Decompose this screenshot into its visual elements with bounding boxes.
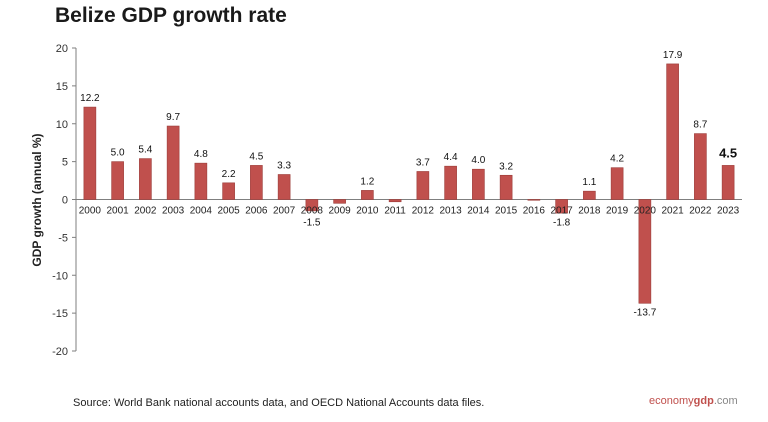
y-tick-label: -5	[58, 232, 68, 244]
x-tick-label: 2001	[107, 206, 130, 217]
bar-2016	[527, 199, 541, 201]
bar-2004	[194, 162, 208, 200]
x-tick-label: 2014	[467, 206, 490, 217]
data-label: 3.2	[499, 161, 513, 172]
bar-2008	[305, 199, 319, 212]
bar-2010	[361, 190, 374, 200]
source-note: Source: World Bank national accounts dat…	[73, 397, 485, 409]
bar-2006	[250, 165, 263, 200]
bar-2013	[444, 165, 457, 200]
data-label: 3.3	[277, 161, 291, 172]
x-tick-label: 2004	[190, 206, 213, 217]
x-tick-label: 2017	[551, 206, 574, 217]
data-label: 4.5	[249, 151, 263, 162]
data-label: 4.0	[471, 155, 485, 166]
bar-2011	[388, 199, 402, 203]
x-tick-label: 2006	[245, 206, 268, 217]
x-tick-label: 2021	[662, 206, 685, 217]
bar-2012	[416, 171, 430, 200]
y-tick-label: 20	[56, 43, 68, 55]
brand-logo: economygdp.com	[649, 395, 738, 407]
data-label: -1.5	[303, 218, 321, 229]
y-tick-label: -10	[52, 270, 68, 282]
y-tick-label: -20	[52, 346, 68, 358]
x-tick-label: 2016	[523, 206, 546, 217]
data-label: 2.2	[222, 169, 236, 180]
data-label: 5.0	[111, 148, 125, 159]
x-tick-label: 2023	[717, 206, 740, 217]
x-tick-label: 2020	[634, 206, 657, 217]
x-tick-label: 2005	[218, 206, 241, 217]
data-label: -1.8	[553, 218, 571, 229]
x-tick-label: 2007	[273, 206, 296, 217]
y-tick-label: 10	[56, 119, 68, 131]
x-tick-label: 2015	[495, 206, 518, 217]
data-label: 17.9	[663, 50, 683, 61]
data-label: 5.4	[138, 145, 152, 156]
bar-2005	[222, 182, 235, 200]
bar-2022	[694, 133, 707, 200]
data-label: 9.7	[166, 112, 180, 123]
bar-2002	[139, 158, 152, 200]
brand-part-gdp: gdp	[693, 395, 714, 407]
x-tick-label: 2011	[384, 206, 406, 217]
brand-part-com: .com	[713, 395, 738, 407]
data-label: 4.8	[194, 149, 208, 160]
x-tick-label: 2019	[606, 206, 629, 217]
x-tick-label: 2022	[689, 206, 712, 217]
y-tick-label: 5	[62, 157, 68, 169]
data-label: 3.7	[416, 157, 430, 168]
bar-2017	[555, 199, 568, 214]
bar-2000	[83, 106, 97, 200]
y-tick-label: 0	[62, 195, 68, 207]
x-tick-label: 2002	[134, 206, 157, 217]
bar-chart: GDP growth (annual %) 20151050-5-10-15-2…	[30, 43, 742, 358]
bar-2018	[583, 190, 596, 200]
data-label: 8.7	[693, 120, 707, 131]
x-tick-label: 2008	[301, 206, 324, 217]
chart-title: Belize GDP growth rate	[55, 4, 287, 27]
data-label: 1.1	[582, 177, 596, 188]
bar-2015	[499, 174, 513, 200]
brand-part-economy: economy	[649, 395, 694, 407]
bar-2009	[333, 199, 346, 204]
bar-2001	[111, 161, 124, 200]
x-tick-label: 2018	[578, 206, 601, 217]
bar-2014	[472, 168, 485, 200]
x-tick-label: 2010	[356, 206, 379, 217]
y-axis-label: GDP growth (annual %)	[30, 133, 44, 266]
bar-2003	[166, 125, 180, 200]
x-tick-label: 2003	[162, 206, 185, 217]
data-label: 12.2	[80, 93, 100, 104]
data-label: 4.2	[610, 154, 624, 165]
bar-2020	[638, 199, 652, 304]
y-tick-label: -15	[52, 308, 68, 320]
bar-2007	[277, 174, 291, 200]
x-tick-label: 2009	[329, 206, 352, 217]
data-label: 4.4	[444, 152, 458, 163]
x-tick-label: 2000	[79, 206, 102, 217]
bar-2021	[666, 63, 679, 200]
data-label: -13.7	[633, 307, 656, 318]
y-tick-label: 15	[56, 81, 68, 93]
data-label: 4.5	[719, 145, 737, 160]
bar-2019	[610, 167, 624, 200]
bar-2023	[721, 165, 735, 200]
x-tick-label: 2012	[412, 206, 435, 217]
data-label: 1.2	[360, 176, 374, 187]
x-tick-label: 2013	[440, 206, 463, 217]
